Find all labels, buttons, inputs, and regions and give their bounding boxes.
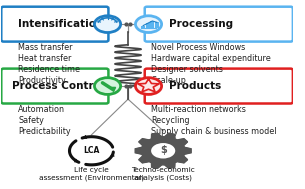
Polygon shape bbox=[135, 133, 191, 168]
Text: Hardware capital expenditure: Hardware capital expenditure bbox=[152, 54, 271, 63]
Text: Residence time: Residence time bbox=[18, 65, 80, 74]
Text: Techno-economic
analysis (Costs): Techno-economic analysis (Costs) bbox=[131, 167, 195, 181]
Text: LCA: LCA bbox=[83, 146, 100, 155]
Circle shape bbox=[95, 78, 120, 94]
Text: Mass transfer: Mass transfer bbox=[18, 43, 73, 52]
FancyBboxPatch shape bbox=[145, 69, 293, 104]
FancyBboxPatch shape bbox=[1, 69, 109, 104]
Circle shape bbox=[135, 78, 162, 94]
Circle shape bbox=[151, 143, 175, 159]
Text: Novel Process Windows: Novel Process Windows bbox=[152, 43, 246, 52]
Text: Recycling: Recycling bbox=[152, 116, 190, 125]
Text: Supply chain & business model: Supply chain & business model bbox=[152, 127, 277, 136]
Circle shape bbox=[135, 16, 162, 33]
FancyBboxPatch shape bbox=[1, 7, 109, 42]
Text: Productivity: Productivity bbox=[18, 76, 66, 84]
Circle shape bbox=[95, 16, 120, 33]
Bar bbox=[150, 21, 154, 28]
Text: Process Control: Process Control bbox=[13, 81, 105, 91]
FancyBboxPatch shape bbox=[145, 7, 293, 42]
Text: Heat transfer: Heat transfer bbox=[18, 54, 72, 63]
Bar bbox=[155, 22, 159, 28]
Bar bbox=[146, 23, 149, 28]
Text: Designer solvents: Designer solvents bbox=[152, 65, 223, 74]
Text: Multi-reaction networks: Multi-reaction networks bbox=[152, 105, 246, 114]
Text: Automation: Automation bbox=[18, 105, 65, 114]
Text: Scale-up: Scale-up bbox=[152, 76, 186, 84]
Text: $: $ bbox=[160, 145, 167, 155]
Text: Products: Products bbox=[169, 81, 221, 91]
Text: Life cycle
assessment (Environmental): Life cycle assessment (Environmental) bbox=[39, 167, 144, 181]
Bar bbox=[141, 26, 145, 28]
Text: Processing: Processing bbox=[169, 19, 233, 29]
Text: Predictability: Predictability bbox=[18, 127, 71, 136]
Text: Safety: Safety bbox=[18, 116, 44, 125]
Text: Intensification: Intensification bbox=[18, 19, 104, 29]
